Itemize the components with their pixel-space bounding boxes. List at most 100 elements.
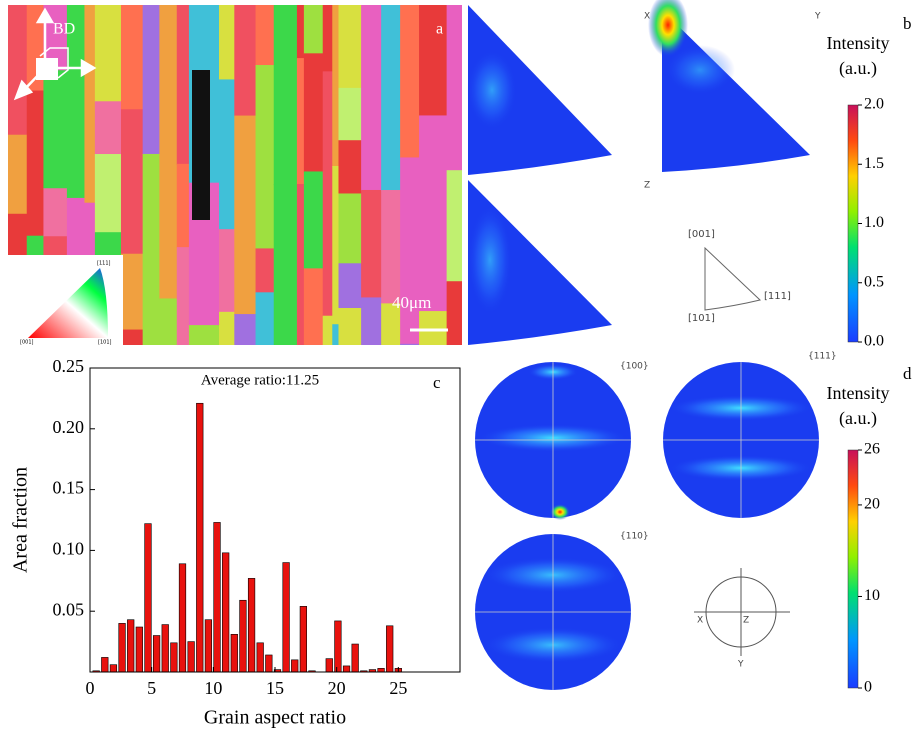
bar bbox=[342, 665, 351, 673]
triangle-label: [111] bbox=[764, 291, 791, 302]
colorbar-unit: (a.u.) bbox=[839, 408, 877, 429]
annotation: Average ratio:11.25 bbox=[201, 372, 319, 388]
ebsd-grain bbox=[219, 5, 236, 81]
colorbar-title: Intensity bbox=[827, 383, 890, 403]
bar bbox=[101, 657, 109, 673]
ebsd-grain bbox=[234, 115, 257, 316]
bar bbox=[222, 552, 230, 673]
colorbar-tick-label: 0 bbox=[864, 679, 872, 696]
panel-label: d bbox=[903, 364, 912, 383]
ebsd-grain bbox=[176, 5, 190, 165]
ebsd-grain bbox=[400, 157, 421, 345]
x-axis-label: Grain aspect ratio bbox=[204, 707, 346, 729]
ebsd-grain bbox=[303, 268, 324, 345]
ebsd-grain bbox=[419, 5, 448, 117]
ebsd-grain bbox=[120, 109, 144, 255]
colorbar-unit: (a.u.) bbox=[839, 58, 877, 79]
ebsd-grain bbox=[361, 189, 383, 299]
bar bbox=[127, 619, 135, 673]
ebsd-grain bbox=[381, 303, 402, 345]
axis-label: X bbox=[697, 616, 703, 626]
ebsd-grain bbox=[43, 188, 68, 238]
bar bbox=[204, 619, 213, 673]
key-label: [101] bbox=[98, 340, 111, 346]
ebsd-grain bbox=[84, 5, 96, 204]
bar bbox=[196, 402, 204, 673]
key-label: [001] bbox=[20, 340, 33, 346]
ebsd-grain bbox=[234, 5, 257, 117]
ebsd-grain bbox=[8, 5, 28, 136]
ebsd-grain bbox=[159, 124, 178, 300]
colorbar-tick-label: 26 bbox=[864, 441, 880, 458]
axis-label: Z bbox=[743, 616, 749, 626]
bar bbox=[152, 635, 161, 673]
ebsd-grain bbox=[419, 115, 448, 313]
ebsd-grain bbox=[8, 134, 28, 215]
colorbar bbox=[847, 449, 859, 689]
colorbar-tick-label: 1.5 bbox=[864, 155, 884, 172]
ebsd-grain bbox=[381, 190, 402, 305]
ebsd-grain bbox=[381, 5, 402, 192]
ebsd-grain bbox=[322, 71, 334, 213]
ebsd-grain bbox=[234, 314, 257, 345]
ebsd-grain bbox=[296, 58, 305, 186]
ebsd-grain bbox=[219, 311, 236, 345]
ebsd-grain bbox=[94, 101, 122, 156]
ebsd-grain bbox=[255, 292, 275, 345]
bar bbox=[230, 634, 238, 673]
ebsd-grain bbox=[94, 5, 122, 103]
x-tick-label: 10 bbox=[204, 678, 222, 698]
ebsd-grain bbox=[43, 70, 68, 190]
ebsd-grain bbox=[159, 298, 178, 345]
pole-label: {111} bbox=[808, 352, 837, 362]
axis-triad bbox=[13, 7, 97, 101]
axis-label: Y bbox=[814, 12, 821, 22]
panel-label: c bbox=[433, 373, 441, 392]
bar bbox=[386, 625, 394, 673]
bar bbox=[187, 641, 195, 673]
colorbar-tick-label: 0.0 bbox=[864, 333, 884, 350]
ebsd-grain bbox=[296, 5, 305, 60]
ebsd-grain bbox=[446, 281, 462, 345]
colorbar bbox=[847, 104, 859, 343]
ebsd-grain bbox=[273, 5, 298, 186]
ipf-maps bbox=[467, 0, 810, 345]
ebsd-grain bbox=[219, 79, 236, 231]
axis-label: X bbox=[644, 12, 650, 22]
colorbar-title: Intensity bbox=[827, 33, 890, 53]
pole-figures bbox=[475, 362, 819, 690]
ebsd-grain bbox=[94, 154, 122, 234]
x-tick-label: 0 bbox=[86, 678, 95, 698]
ebsd-grain bbox=[176, 163, 190, 249]
bar bbox=[282, 562, 290, 673]
ebsd-grain bbox=[176, 247, 190, 345]
bar bbox=[178, 563, 187, 673]
bar bbox=[118, 623, 126, 673]
colorbar-tick-label: 0.5 bbox=[864, 273, 884, 290]
axis-label: Y bbox=[737, 660, 744, 670]
bar bbox=[170, 642, 178, 673]
bar bbox=[325, 658, 333, 673]
ebsd-grain bbox=[338, 193, 363, 265]
bar bbox=[213, 522, 221, 673]
ebsd-grain bbox=[142, 5, 161, 155]
ebsd-grain bbox=[255, 5, 275, 67]
ebsd-grain bbox=[332, 166, 340, 326]
key-label: [111] bbox=[97, 261, 110, 267]
direction-label: BD bbox=[53, 21, 75, 38]
bar bbox=[247, 578, 256, 673]
bar bbox=[161, 624, 169, 673]
ebsd-grain bbox=[84, 202, 96, 281]
x-tick-label: 20 bbox=[328, 678, 346, 698]
axis-label: Z bbox=[644, 181, 650, 191]
bar bbox=[351, 643, 359, 673]
ebsd-grain bbox=[332, 324, 340, 345]
ebsd-grain bbox=[303, 171, 324, 270]
ebsd-grain bbox=[120, 5, 144, 111]
y-tick-label: 0.25 bbox=[53, 356, 85, 376]
bar bbox=[239, 599, 247, 673]
ebsd-grain bbox=[303, 53, 324, 173]
ebsd-grain bbox=[322, 5, 334, 73]
